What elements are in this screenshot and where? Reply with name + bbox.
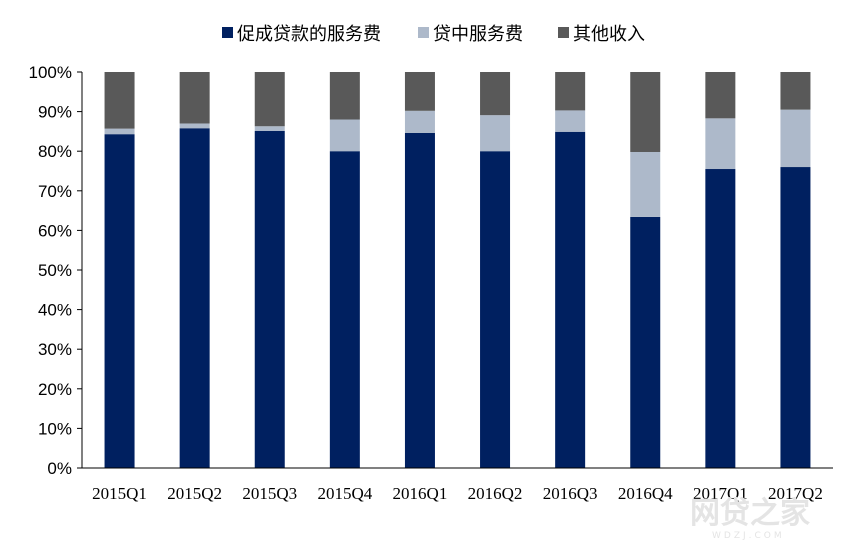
- bar-segment-series-3: [104, 72, 135, 129]
- y-axis: 0% 10% 20% 30% 40% 50% 60% 70% 80% 90% 100%: [29, 63, 83, 478]
- x-tick-label: 2016Q3: [543, 484, 598, 503]
- bars: [104, 72, 811, 469]
- y-tick-label: 0%: [47, 459, 72, 478]
- bar-segment-series-1: [254, 131, 285, 468]
- y-tick-label: 20%: [38, 380, 72, 399]
- bar-segment-series-3: [630, 72, 661, 152]
- y-tick-label: 50%: [38, 261, 72, 280]
- bar-segment-series-1: [630, 216, 661, 468]
- bar-segment-series-1: [179, 128, 210, 468]
- x-tick-label: 2017Q1: [693, 484, 748, 503]
- bar-segment-series-2: [179, 123, 210, 129]
- x-tick-label: 2016Q1: [393, 484, 448, 503]
- watermark: 网贷之家 WDZJ.COM: [690, 496, 810, 541]
- bar-segment-series-3: [179, 72, 210, 124]
- bar-segment-series-2: [480, 115, 511, 152]
- y-tick-label: 70%: [38, 182, 72, 201]
- watermark-text: 网贷之家: [690, 496, 810, 531]
- legend-swatch: [222, 27, 233, 38]
- bar-segment-series-2: [555, 110, 586, 132]
- watermark-subtext: WDZJ.COM: [712, 531, 785, 541]
- bar-segment-series-3: [254, 72, 285, 127]
- bar-segment-series-2: [780, 109, 811, 168]
- legend-label: 贷中服务费: [433, 24, 523, 45]
- legend: 促成贷款的服务费 贷中服务费 其他收入: [222, 24, 645, 45]
- bar-segment-series-1: [705, 169, 736, 468]
- y-tick-label: 90%: [38, 103, 72, 122]
- x-tick-label: 2015Q4: [317, 484, 372, 503]
- x-tick-label: 2015Q3: [242, 484, 297, 503]
- legend-label: 促成贷款的服务费: [237, 24, 381, 45]
- bar-segment-series-1: [329, 151, 360, 468]
- bar-segment-series-3: [480, 72, 511, 116]
- x-tick-label: 2016Q2: [468, 484, 523, 503]
- legend-label: 其他收入: [573, 24, 645, 45]
- bar-segment-series-1: [104, 134, 135, 468]
- bar-segment-series-1: [480, 151, 511, 468]
- x-tick-label: 2015Q1: [92, 484, 147, 503]
- y-tick-label: 10%: [38, 419, 72, 438]
- bar-segment-series-2: [630, 151, 661, 217]
- x-tick-label: 2017Q2: [768, 484, 823, 503]
- bar-segment-series-1: [404, 132, 435, 468]
- bar-segment-series-3: [555, 72, 586, 111]
- y-tick-label: 40%: [38, 301, 72, 320]
- bar-segment-series-2: [104, 128, 135, 135]
- x-axis: 2015Q1 2015Q2 2015Q3 2015Q4 2016Q1 2016Q2 2016…: [82, 467, 833, 503]
- y-tick-label: 80%: [38, 142, 72, 161]
- x-tick-label: 2016Q4: [618, 484, 673, 503]
- bar-segment-series-3: [329, 72, 360, 120]
- legend-swatch: [418, 27, 429, 38]
- legend-swatch: [558, 27, 569, 38]
- bar-segment-series-1: [780, 167, 811, 469]
- bar-segment-series-3: [705, 72, 736, 119]
- bar-segment-series-2: [404, 110, 435, 133]
- bar-segment-series-2: [254, 126, 285, 132]
- bar-segment-series-2: [329, 119, 360, 152]
- bar-segment-series-3: [404, 72, 435, 111]
- bar-segment-series-2: [705, 118, 736, 170]
- bar-segment-series-3: [780, 72, 811, 110]
- y-tick-label: 100%: [29, 63, 72, 82]
- x-tick-label: 2015Q2: [167, 484, 222, 503]
- bar-segment-series-1: [555, 131, 586, 468]
- y-tick-label: 60%: [38, 221, 72, 240]
- y-tick-label: 30%: [38, 340, 72, 359]
